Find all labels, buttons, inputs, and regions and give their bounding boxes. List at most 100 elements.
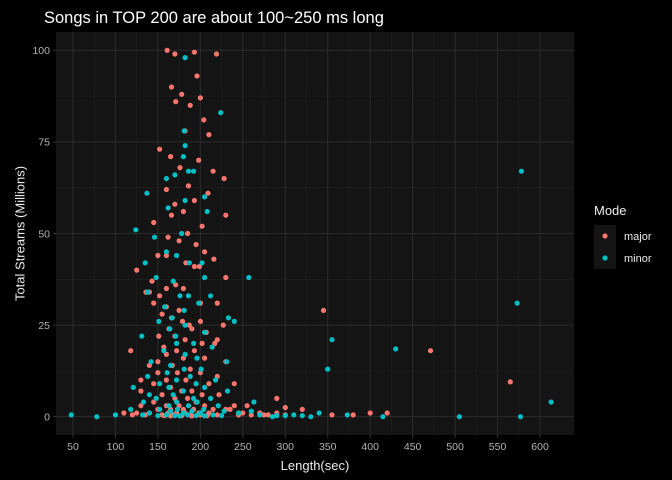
point-minor <box>187 373 193 379</box>
point-minor <box>157 406 163 412</box>
point-major <box>174 348 180 354</box>
point-minor <box>181 307 187 313</box>
point-major <box>176 238 182 244</box>
point-major <box>156 333 162 339</box>
point-minor <box>215 403 221 409</box>
point-major <box>210 406 216 412</box>
point-major <box>205 190 211 196</box>
point-major <box>189 413 195 419</box>
point-minor <box>112 412 118 418</box>
point-minor <box>191 395 197 401</box>
point-minor <box>204 208 210 215</box>
point-minor <box>180 388 186 394</box>
point-minor <box>156 318 162 324</box>
point-minor <box>68 412 74 418</box>
point-major <box>187 102 193 108</box>
point-minor <box>199 260 205 266</box>
point-major <box>282 404 288 411</box>
point-minor <box>191 340 197 346</box>
point-minor <box>146 410 152 416</box>
point-minor <box>174 377 180 383</box>
point-minor <box>182 322 188 328</box>
x-tick-label: 550 <box>489 441 507 453</box>
point-minor <box>174 252 180 259</box>
point-major <box>199 392 205 398</box>
point-minor <box>142 260 148 266</box>
x-tick-label: 200 <box>192 441 210 453</box>
point-major <box>274 395 280 401</box>
point-major <box>128 348 134 354</box>
point-major <box>183 377 189 383</box>
legend: Mode major minor <box>594 203 652 269</box>
point-minor <box>163 249 169 255</box>
point-major <box>202 355 208 361</box>
point-major <box>231 381 237 387</box>
point-minor <box>380 414 386 420</box>
point-minor <box>231 318 237 324</box>
point-major <box>329 412 335 418</box>
point-minor <box>185 293 192 299</box>
point-minor <box>344 412 350 418</box>
point-minor <box>325 366 331 372</box>
point-minor <box>197 410 203 416</box>
y-tick-label: 50 <box>38 228 50 240</box>
point-minor <box>208 395 214 401</box>
point-major <box>211 256 217 262</box>
point-minor <box>157 381 163 387</box>
point-minor <box>165 205 171 211</box>
point-major <box>176 307 182 313</box>
point-minor <box>174 399 180 405</box>
point-major <box>185 395 191 401</box>
point-major <box>216 392 222 398</box>
point-major <box>155 370 161 376</box>
point-minor <box>94 414 100 420</box>
point-major <box>134 267 140 273</box>
x-tick-label: 150 <box>149 441 167 453</box>
y-tick-label: 100 <box>32 45 50 57</box>
point-major <box>191 263 197 270</box>
x-tick-label: 450 <box>404 441 422 453</box>
point-major <box>168 154 174 160</box>
point-minor <box>193 413 199 419</box>
point-minor <box>456 414 462 420</box>
y-tick-label: 0 <box>44 411 50 423</box>
point-major <box>129 412 135 418</box>
point-minor <box>177 293 183 299</box>
point-minor <box>144 190 150 196</box>
point-minor <box>140 399 147 405</box>
point-major <box>265 412 271 418</box>
point-minor <box>167 326 173 332</box>
point-major <box>134 410 140 416</box>
point-minor <box>219 413 225 419</box>
point-major <box>168 212 175 218</box>
point-major <box>193 241 199 248</box>
point-minor <box>269 414 276 420</box>
point-major <box>151 219 157 226</box>
point-minor <box>202 384 208 390</box>
x-tick-label: 500 <box>446 441 464 453</box>
point-minor <box>186 260 192 266</box>
point-minor <box>166 384 172 390</box>
point-major <box>189 326 195 332</box>
point-minor <box>518 168 525 174</box>
point-minor <box>308 414 314 420</box>
point-minor <box>196 300 202 306</box>
point-major <box>173 282 179 288</box>
point-major <box>138 403 144 409</box>
point-major <box>180 208 186 215</box>
legend-dot-major <box>602 233 608 239</box>
point-major <box>179 91 185 97</box>
point-minor <box>172 413 178 419</box>
point-minor <box>291 412 297 418</box>
x-tick-label: 300 <box>277 441 295 453</box>
point-major <box>168 413 174 419</box>
point-major <box>206 381 212 387</box>
point-minor <box>274 413 280 419</box>
point-minor <box>181 128 187 134</box>
point-minor <box>236 410 242 416</box>
point-minor <box>170 278 176 284</box>
point-major <box>186 322 192 328</box>
point-minor <box>517 414 524 420</box>
point-minor <box>191 168 197 174</box>
